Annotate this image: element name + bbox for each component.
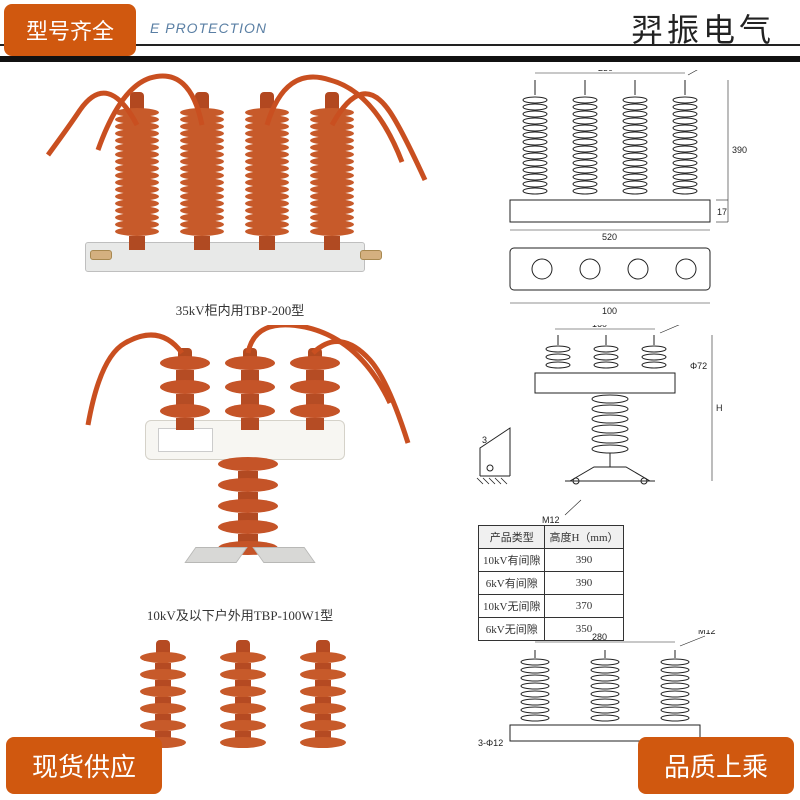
product2-photo: [30, 325, 450, 595]
table-row: 10kV有间隙390: [479, 549, 624, 572]
product2-diagram: 160 Φ12 Φ72 M12 3 H 产品类型 高度H（mm）: [470, 325, 780, 630]
row-product-1: 35kV柜内用TBP-200型: [0, 70, 800, 325]
banner-in-stock: 现货供应: [6, 737, 162, 794]
product1-cables: [30, 70, 450, 290]
svg-text:3: 3: [482, 435, 487, 445]
product1-caption: 35kV柜内用TBP-200型: [30, 300, 450, 319]
banner-quality: 品质上乘: [638, 737, 794, 794]
product3-pole-2: [220, 640, 266, 748]
table-row: 6kV有间隙390: [479, 572, 624, 595]
svg-text:230: 230: [598, 70, 613, 73]
badge-model-complete: 型号齐全: [4, 4, 136, 56]
product1-diagram: 230 Φ15 390 17 520: [470, 70, 780, 325]
table-header-type: 产品类型: [479, 526, 545, 549]
svg-text:160: 160: [592, 325, 607, 329]
svg-text:520: 520: [602, 232, 617, 242]
product2-cables: [30, 325, 450, 595]
header-english-text: E PROTECTION: [150, 20, 267, 36]
svg-text:H: H: [716, 403, 723, 413]
table-header-height: 高度H（mm）: [545, 526, 623, 549]
svg-text:Φ72: Φ72: [690, 361, 707, 371]
svg-text:390: 390: [732, 145, 747, 155]
product3-pole-3: [300, 640, 346, 748]
product3-pole-1: [140, 640, 186, 748]
svg-text:280: 280: [592, 632, 607, 642]
product2-caption: 10kV及以下户外用TBP-100W1型: [30, 605, 450, 624]
svg-text:100: 100: [602, 306, 617, 316]
svg-text:M12: M12: [698, 630, 716, 636]
svg-text:M12: M12: [542, 515, 560, 525]
product2-parameter-table: 产品类型 高度H（mm） 10kV有间隙390 6kV有间隙390 10kV无间…: [478, 525, 624, 641]
svg-text:17: 17: [717, 207, 727, 217]
svg-text:3-Φ12: 3-Φ12: [478, 738, 503, 748]
product1-photo: [30, 70, 450, 290]
table-row: 10kV无间隙370: [479, 595, 624, 618]
row-product-2: 10kV及以下户外用TBP-100W1型: [0, 325, 800, 630]
